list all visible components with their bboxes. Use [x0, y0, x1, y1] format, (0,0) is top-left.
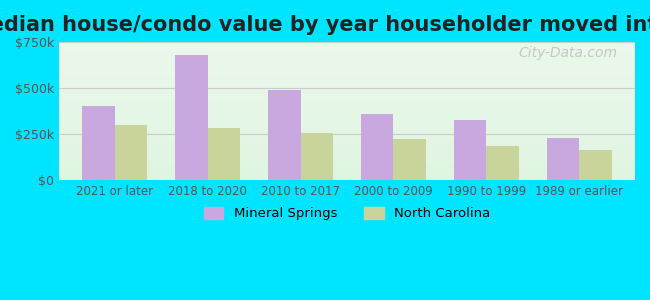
Text: City-Data.com: City-Data.com	[519, 46, 618, 60]
Bar	[268, 90, 300, 180]
Title: Median house/condo value by year householder moved into unit: Median house/condo value by year househo…	[0, 15, 650, 35]
Bar	[83, 106, 115, 180]
Bar	[361, 114, 393, 180]
Bar	[454, 120, 486, 180]
Bar	[300, 133, 333, 180]
Legend: Mineral Springs, North Carolina: Mineral Springs, North Carolina	[198, 202, 496, 226]
Bar	[393, 139, 426, 180]
Bar	[486, 146, 519, 180]
Bar	[176, 55, 208, 180]
Bar	[115, 125, 148, 180]
Bar	[547, 138, 579, 180]
Bar	[579, 149, 612, 180]
Bar	[208, 128, 240, 180]
